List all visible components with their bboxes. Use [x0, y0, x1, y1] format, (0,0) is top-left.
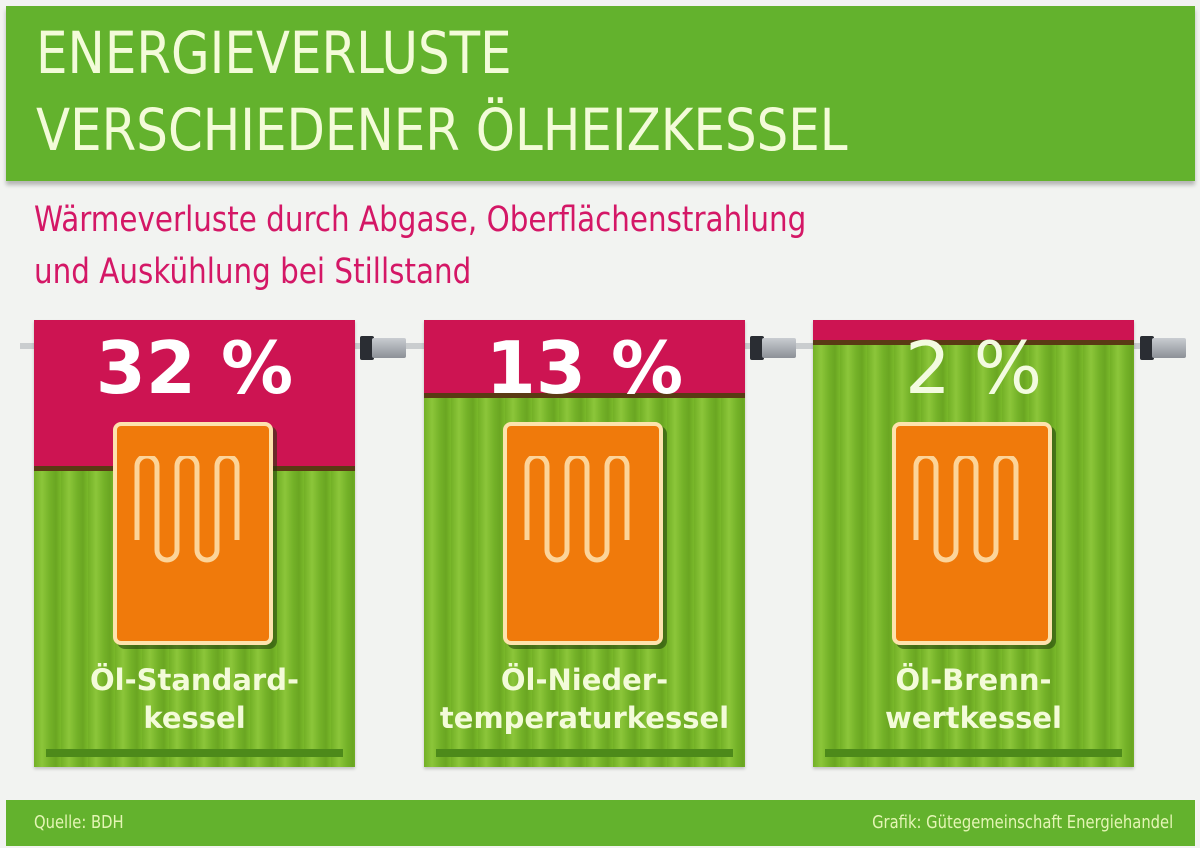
thermostat-valve-icon: [750, 336, 796, 360]
radiator-base: [825, 749, 1122, 757]
loss-value: 32 %: [95, 326, 294, 410]
heating-card: [113, 422, 273, 645]
loss-value: 13 %: [485, 326, 684, 410]
radiator-base: [46, 749, 343, 757]
boiler-label-line-2: wertkessel: [885, 701, 1062, 735]
subtitle-line-1: Wärmeverluste durch Abgase, Oberflächens…: [34, 200, 807, 240]
title-banner: ENERGIEVERLUSTE VERSCHIEDENER ÖLHEIZKESS…: [6, 6, 1195, 181]
thermostat-valve-icon: [360, 336, 406, 360]
heating-coil-icon: [134, 456, 240, 563]
boiler-label-line-2: temperaturkessel: [439, 701, 730, 735]
heating-card: [503, 422, 663, 645]
boiler-label-line-2: kessel: [143, 701, 246, 735]
title-line-1: ENERGIEVERLUSTE: [36, 19, 512, 87]
subtitle-line-2: und Auskühlung bei Stillstand: [34, 252, 472, 292]
loss-bar-pink: [424, 320, 745, 398]
thermostat-valve-icon: [1140, 336, 1186, 360]
radiator-brennwertkessel: 2 % Öl-Brenn- wertkessel: [813, 320, 1134, 767]
boiler-label-line-1: Öl-Nieder-: [500, 663, 669, 697]
heating-coil-icon: [913, 456, 1019, 563]
title-line-2: VERSCHIEDENER ÖLHEIZKESSEL: [36, 96, 848, 164]
credit-text: Grafik: Gütegemeinschaft Energiehandel: [871, 812, 1173, 833]
loss-value: 2 %: [904, 326, 1043, 410]
radiator-base: [436, 749, 733, 757]
loss-bar-pink: [813, 320, 1134, 345]
radiator-niedertemperaturkessel: 13 % Öl-Nieder- temperaturkessel: [424, 320, 745, 767]
heating-coil-icon: [524, 456, 630, 563]
boiler-label-line-1: Öl-Brenn-: [895, 663, 1052, 697]
footer-bar: Quelle: BDH Grafik: Gütegemeinschaft Ene…: [6, 800, 1195, 846]
heating-card: [892, 422, 1052, 645]
source-text: Quelle: BDH: [34, 812, 124, 833]
boiler-label-line-1: Öl-Standard-: [89, 663, 300, 697]
radiator-standardkessel: 32 % Öl-Standard- kessel: [34, 320, 355, 767]
